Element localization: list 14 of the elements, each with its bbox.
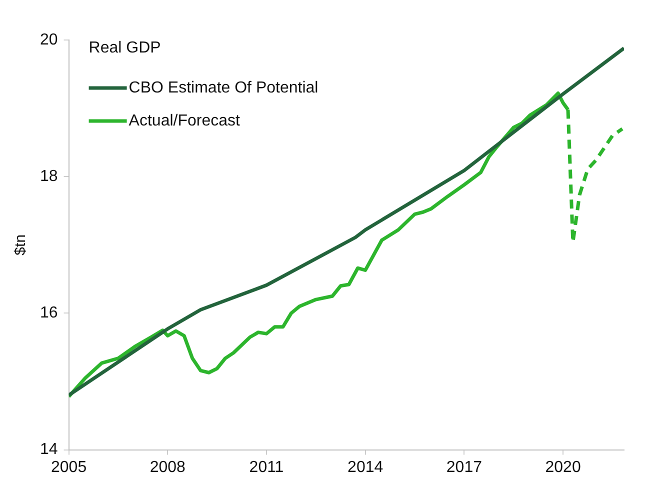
- x-tick-label: 2008: [150, 458, 186, 476]
- x-tick-label: 2020: [545, 458, 581, 476]
- x-tick-label: 2017: [446, 458, 482, 476]
- x-tick-label: 2014: [348, 458, 384, 476]
- legend-label: CBO Estimate Of Potential: [128, 79, 318, 96]
- chart-title: Real GDP: [88, 39, 161, 56]
- x-tick-label: 2005: [51, 458, 87, 476]
- legend-label: Actual/Forecast: [128, 112, 241, 130]
- y-axis-title: $tn: [12, 234, 30, 256]
- x-tick-label: 2011: [249, 458, 284, 476]
- y-tick-label: 18: [40, 168, 58, 186]
- y-tick-label: 20: [40, 31, 58, 48]
- y-tick-label: 16: [40, 304, 58, 322]
- y-tick-label: 14: [40, 441, 58, 458]
